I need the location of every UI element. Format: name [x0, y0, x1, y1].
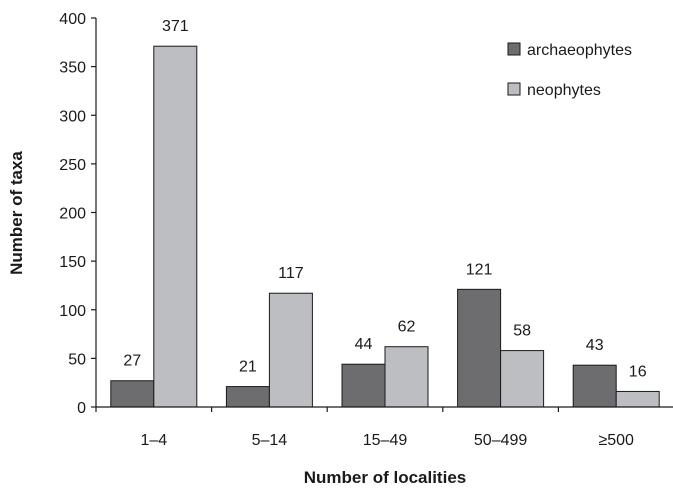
bar-archaeophytes-1 [225, 386, 270, 408]
data-label-neophytes-1: 117 [278, 265, 304, 282]
bar-neophytes-4 [615, 390, 660, 408]
data-label-archaeophytes-0: 27 [123, 353, 141, 370]
y-ticks-group: 0 50 100 150 200 250 300 350 400 [59, 11, 96, 417]
y-axis-title: Number of taxa [7, 151, 26, 275]
y-tick-label: 50 [68, 351, 86, 368]
legend-swatch-neophytes [507, 82, 521, 96]
x-tick-label: 50–499 [474, 432, 527, 449]
legend-swatch-archaeophytes [507, 42, 521, 56]
x-axis-title: Number of localities [304, 468, 466, 487]
bar-archaeophytes-3 [457, 288, 502, 408]
y-tick-label: 100 [59, 303, 86, 320]
y-tick-label: 0 [77, 400, 86, 417]
x-tick-label: 1–4 [140, 432, 167, 449]
y-tick-label: 250 [59, 157, 86, 174]
bar-archaeophytes-0 [110, 380, 155, 408]
x-tick-label: 15–49 [363, 432, 408, 449]
bar-neophytes-3 [500, 350, 545, 408]
y-tick-label: 400 [59, 11, 86, 28]
bar-archaeophytes-2 [341, 363, 386, 408]
data-label-neophytes-4: 16 [629, 363, 647, 380]
data-label-archaeophytes-4: 43 [586, 337, 604, 354]
x-tick-label: 5–14 [252, 432, 288, 449]
x-ticks-group: 1–4 5–14 15–49 50–499 ≥500 [95, 407, 634, 449]
bar-neophytes-0 [153, 45, 198, 408]
data-label-archaeophytes-3: 121 [466, 261, 493, 278]
bar-neophytes-1 [268, 292, 313, 408]
bars-group [110, 45, 660, 408]
y-tick-label: 350 [59, 60, 86, 77]
data-label-neophytes-3: 58 [513, 323, 531, 340]
y-tick-label: 300 [59, 108, 86, 125]
y-tick-label: 200 [59, 206, 86, 223]
data-label-neophytes-0: 371 [162, 18, 189, 35]
bar-archaeophytes-4 [572, 364, 617, 408]
data-labels-group: 27 21 44 121 43 371 117 62 58 16 [123, 18, 646, 380]
legend-label-neophytes: neophytes [527, 82, 601, 99]
bar-neophytes-2 [384, 346, 429, 408]
legend-label-archaeophytes: archaeophytes [527, 42, 632, 59]
x-tick-label: ≥500 [598, 432, 634, 449]
y-tick-label: 150 [59, 254, 86, 271]
data-label-archaeophytes-2: 44 [355, 336, 373, 353]
data-label-neophytes-2: 62 [398, 319, 416, 336]
legend: archaeophytes neophytes [507, 42, 632, 99]
data-label-archaeophytes-1: 21 [239, 359, 257, 376]
